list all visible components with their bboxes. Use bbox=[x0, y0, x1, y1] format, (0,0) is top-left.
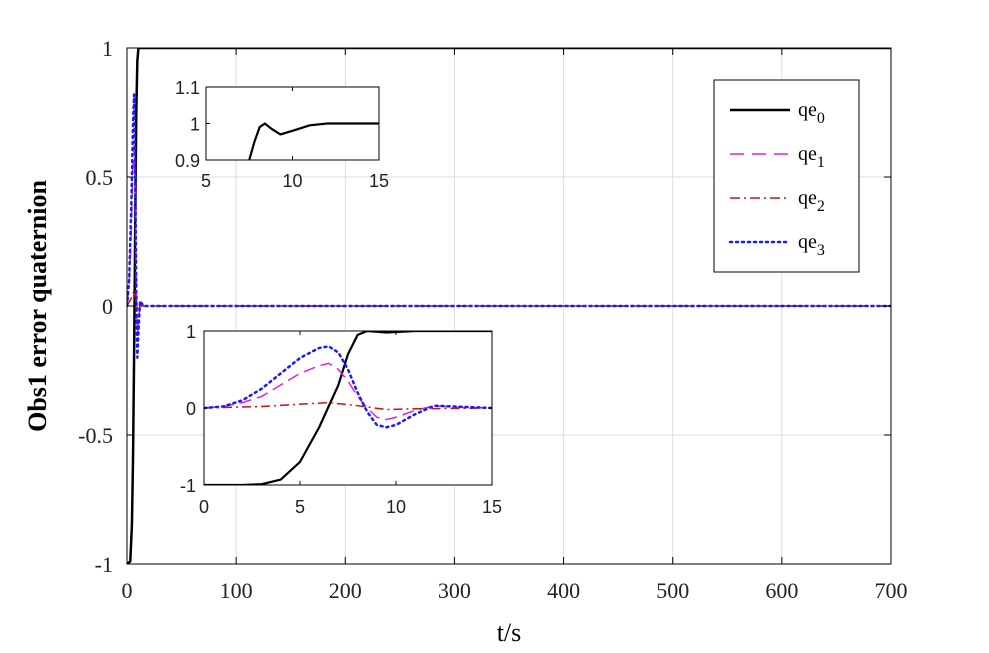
legend-label-qe0: qe0 bbox=[798, 99, 825, 127]
inset-bottom-series-qe2 bbox=[204, 401, 492, 411]
inset-bottom-ticks: 0 5 10 15-101 bbox=[180, 322, 502, 517]
main-ytick-label: 0 bbox=[102, 294, 113, 319]
inset-top-ytick-label: 1.1 bbox=[175, 78, 200, 98]
inset-top-xtick-label: 15 bbox=[369, 171, 389, 191]
y-axis-label: Obs1 error quaternion bbox=[23, 180, 52, 432]
legend-label-qe1: qe1 bbox=[798, 143, 825, 171]
inset-bottom-xtick-label: 15 bbox=[482, 497, 502, 517]
inset-bottom-ytick-label: 0 bbox=[186, 399, 196, 419]
main-ytick-label: -1 bbox=[95, 552, 113, 577]
inset-bottom-series-qe3 bbox=[204, 345, 492, 429]
inset-bottom-ytick-label: -1 bbox=[180, 476, 196, 496]
inset-bottom-series-qe1 bbox=[204, 362, 492, 421]
main-xtick-label: 100 bbox=[220, 578, 253, 603]
inset-bottom-xtick-label: 0 bbox=[199, 497, 209, 517]
main-ytick-label: 1 bbox=[102, 36, 113, 61]
legend-label-qe2: qe2 bbox=[798, 187, 825, 215]
inset-top-series-qe0 bbox=[248, 122, 379, 160]
inset-bottom-ytick-label: 1 bbox=[186, 322, 196, 342]
main-ytick-label: 0.5 bbox=[86, 165, 114, 190]
legend: qe0 qe1 qe2 qe3 bbox=[713, 79, 860, 273]
main-xtick-label: 300 bbox=[438, 578, 471, 603]
inset-top-series-group bbox=[248, 122, 379, 160]
inset-bottom-xtick-label: 10 bbox=[386, 497, 406, 517]
inset-bottom-axes: 0 5 10 15-101 bbox=[180, 322, 502, 517]
inset-bottom-series-group bbox=[204, 331, 492, 485]
main-series-group bbox=[127, 48, 891, 564]
main-series-qe3 bbox=[127, 93, 891, 359]
main-xtick-label: 600 bbox=[765, 578, 798, 603]
main-xtick-label: 0 bbox=[122, 578, 133, 603]
main-xtick-label: 500 bbox=[656, 578, 689, 603]
main-ticks: 0 100 200 300 400 500 600 700-1-0.500.51 bbox=[78, 36, 907, 603]
main-xtick-label: 700 bbox=[875, 578, 908, 603]
main-xtick-label: 400 bbox=[547, 578, 580, 603]
inset-top-ticks: 5 10 15 0.9 1 1.1 bbox=[175, 78, 389, 191]
legend-label-qe3: qe3 bbox=[798, 231, 825, 259]
inset-top-axes: 5 10 15 0.9 1 1.1 bbox=[175, 78, 389, 191]
inset-top-xtick-label: 5 bbox=[201, 171, 211, 191]
inset-top-xtick-label: 10 bbox=[282, 171, 302, 191]
x-axis-label: t/s bbox=[497, 618, 522, 647]
inset-top-ytick-label: 0.9 bbox=[175, 151, 200, 171]
inset-bottom-series-qe0 bbox=[204, 331, 492, 485]
main-ytick-label: -0.5 bbox=[78, 423, 113, 448]
inset-bottom-xtick-label: 5 bbox=[295, 497, 305, 517]
legend-box bbox=[713, 79, 860, 273]
main-xtick-label: 200 bbox=[329, 578, 362, 603]
inset-top-ytick-label: 1 bbox=[190, 115, 200, 135]
